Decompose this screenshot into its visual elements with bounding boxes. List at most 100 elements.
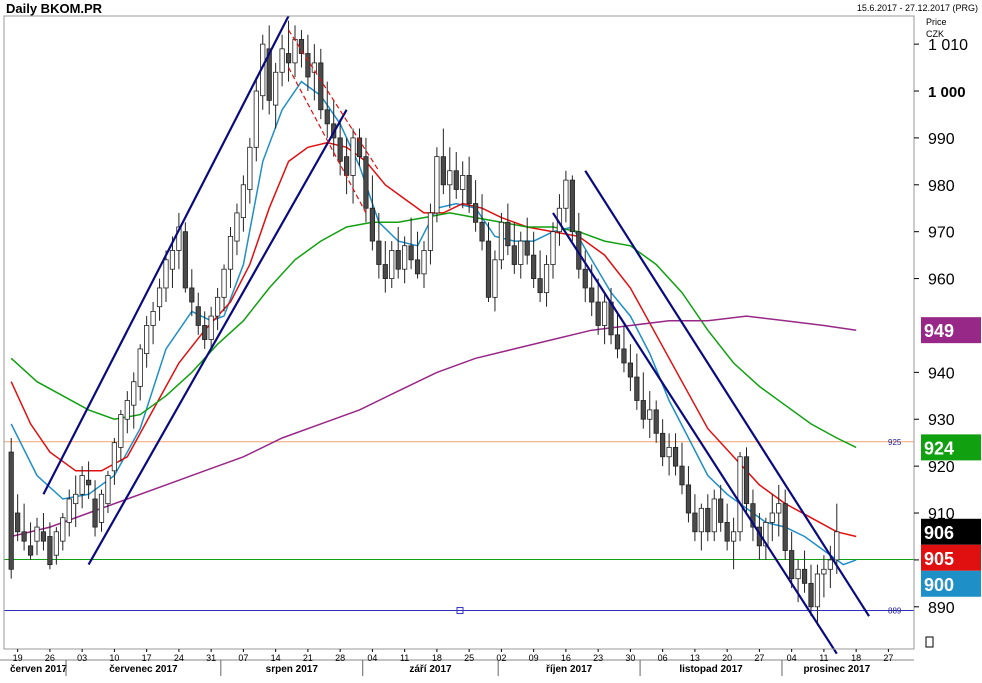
- candle-body: [821, 568, 827, 575]
- x-tick-label: 02: [496, 653, 506, 663]
- candle: [711, 489, 717, 542]
- candle: [189, 269, 195, 317]
- candle: [750, 489, 756, 542]
- price-badge-bg: [921, 317, 981, 344]
- candle-body: [834, 531, 840, 561]
- candle: [105, 470, 111, 514]
- candle: [305, 34, 311, 92]
- candle: [485, 222, 492, 303]
- candle-body: [724, 522, 730, 542]
- candle-body: [47, 536, 53, 566]
- candle-body: [421, 250, 427, 275]
- candle: [98, 489, 105, 532]
- price-axis-label: Price: [926, 17, 947, 27]
- candle: [15, 494, 21, 542]
- candle-body: [621, 348, 627, 364]
- candle: [640, 372, 646, 429]
- candle-body: [27, 545, 34, 556]
- candle-body: [789, 550, 795, 580]
- candle: [124, 391, 130, 434]
- candle: [247, 137, 253, 204]
- candle: [827, 545, 833, 589]
- candle-body: [718, 498, 724, 523]
- month-label: červen 2017: [10, 664, 68, 675]
- candle: [214, 287, 221, 331]
- candle: [472, 180, 479, 232]
- candle-body: [414, 259, 421, 275]
- candle: [176, 212, 182, 270]
- candle-body: [634, 376, 640, 401]
- y-tick-label: 910: [928, 506, 955, 523]
- price-badge-bg: [921, 518, 981, 545]
- candle-body: [137, 348, 143, 387]
- candle: [821, 555, 827, 598]
- line-marker: [456, 607, 464, 615]
- candle: [86, 461, 92, 499]
- candle-body: [711, 498, 717, 533]
- candle-body: [176, 226, 182, 251]
- price-badge-label: 924: [924, 438, 954, 458]
- moving-averages: [10, 80, 857, 566]
- moving-average-line: [11, 315, 857, 538]
- candle-body: [569, 179, 575, 233]
- candle: [537, 250, 543, 303]
- candle: [737, 452, 743, 542]
- candle-body: [15, 512, 21, 533]
- x-tick-label: 17: [142, 653, 152, 663]
- candle: [498, 212, 505, 270]
- candle: [569, 175, 575, 242]
- candle: [79, 466, 85, 509]
- candle-body: [208, 315, 214, 340]
- candle: [34, 517, 40, 556]
- candle-body: [247, 146, 253, 190]
- candle-body: [34, 526, 40, 542]
- y-tick-label: 940: [928, 365, 955, 382]
- x-tick-label: 27: [754, 653, 764, 663]
- x-tick-label: 10: [109, 653, 119, 663]
- candle-body: [86, 479, 92, 486]
- candle: [227, 227, 234, 288]
- candle: [808, 564, 814, 617]
- candle-body: [814, 573, 821, 608]
- candle-body: [343, 156, 350, 176]
- candle-body: [453, 170, 459, 190]
- candle-body: [363, 156, 369, 209]
- y-tick-label: 920: [928, 459, 955, 476]
- candle-body: [202, 325, 208, 340]
- candle: [298, 30, 305, 68]
- x-tick-label: 11: [819, 653, 828, 663]
- candle-body: [524, 240, 530, 256]
- candle-body: [21, 531, 27, 542]
- candle: [395, 227, 401, 279]
- candle: [440, 128, 446, 195]
- candle: [421, 241, 427, 288]
- candle: [505, 203, 511, 256]
- candle: [518, 231, 524, 279]
- candle-body: [53, 531, 59, 556]
- x-tick-label: 23: [593, 653, 603, 663]
- candle: [73, 475, 79, 528]
- candle: [782, 489, 788, 560]
- price-badge-label: 906: [924, 523, 954, 543]
- x-tick-label: 21: [303, 653, 313, 663]
- candle: [156, 278, 163, 321]
- candle: [834, 503, 840, 574]
- candle: [408, 217, 414, 270]
- candle-body: [698, 507, 704, 533]
- candle: [118, 409, 124, 462]
- candle: [627, 344, 634, 392]
- trend-line: [42, 15, 290, 495]
- candle: [743, 447, 750, 514]
- candle-body: [776, 503, 782, 514]
- candle: [163, 250, 169, 303]
- candle: [582, 250, 588, 303]
- axes: 890 900 910 920 930 940 960 970 980 990 1 000 1 010…: [0, 15, 968, 676]
- candle: [285, 20, 292, 82]
- candle: [92, 480, 98, 537]
- candle-body: [427, 212, 434, 251]
- x-tick-label: 04: [367, 653, 377, 663]
- candle-body: [563, 179, 569, 209]
- x-tick-label: 03: [77, 653, 87, 663]
